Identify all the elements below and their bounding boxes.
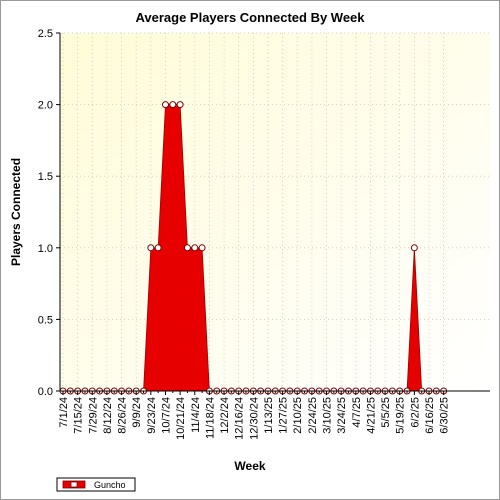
legend: Guncho <box>56 477 136 492</box>
x-tick-label: 4/7/25 <box>351 397 363 428</box>
x-tick-label: 6/2/25 <box>409 397 421 428</box>
y-axis-label: Players Connected <box>9 158 23 266</box>
x-tick-label: 10/7/24 <box>160 397 172 434</box>
x-tick-label: 11/4/24 <box>190 397 202 433</box>
x-tick-label: 9/9/24 <box>131 397 143 428</box>
x-tick-label: 6/30/25 <box>439 397 451 434</box>
x-tick-label: 7/29/24 <box>87 397 99 434</box>
x-tick-label: 12/30/24 <box>248 397 260 440</box>
data-point <box>147 244 155 252</box>
data-point <box>410 244 418 252</box>
x-tick-label: 3/24/25 <box>336 397 348 434</box>
y-tick-label: 1.0 <box>38 243 53 255</box>
x-tick-label: 1/13/25 <box>263 397 275 434</box>
data-point <box>183 244 191 252</box>
legend-label: Guncho <box>94 480 126 490</box>
x-tick-label: 8/12/24 <box>102 397 114 434</box>
x-tick-label: 7/15/24 <box>73 397 85 434</box>
x-tick-label: 5/19/25 <box>395 397 407 434</box>
x-tick-label: 12/16/24 <box>234 397 246 440</box>
plot-area <box>60 33 490 391</box>
chart-title: Average Players Connected By Week <box>135 10 365 25</box>
x-tick-label: 7/1/24 <box>58 397 70 428</box>
x-tick-label: 1/27/25 <box>278 397 290 434</box>
x-axis-ticks: 7/1/24 7/15/24 7/29/24 8/12/24 8/26/24 9/9/24… <box>58 391 451 440</box>
y-tick-label: 2.5 <box>38 28 53 40</box>
x-tick-label: 12/2/24 <box>219 397 231 434</box>
y-tick-label: 0.0 <box>38 386 53 398</box>
data-point <box>176 101 184 109</box>
x-tick-label: 6/16/25 <box>424 397 436 434</box>
x-axis-label: Week <box>234 459 265 473</box>
data-point <box>154 244 162 252</box>
x-tick-label: 3/10/25 <box>322 397 334 434</box>
y-tick-label: 1.5 <box>38 171 53 183</box>
x-tick-label: 2/10/25 <box>292 397 304 434</box>
data-point <box>161 101 169 109</box>
x-tick-label: 10/21/24 <box>175 397 187 440</box>
data-point <box>169 101 177 109</box>
x-tick-label: 9/23/24 <box>146 397 158 434</box>
x-tick-label: 2/24/25 <box>307 397 319 434</box>
data-point <box>198 244 206 252</box>
x-tick-label: 5/5/25 <box>380 397 392 428</box>
y-axis-ticks: 0.0 0.5 1.0 1.5 2.0 2.5 <box>38 28 60 398</box>
y-tick-label: 2.0 <box>38 100 53 112</box>
x-tick-label: 11/18/24 <box>204 397 216 439</box>
x-tick-label: 4/21/25 <box>365 397 377 434</box>
y-tick-label: 0.5 <box>38 314 53 326</box>
data-point <box>191 244 199 252</box>
x-tick-label: 8/26/24 <box>117 397 129 434</box>
legend-marker-icon <box>70 481 78 488</box>
